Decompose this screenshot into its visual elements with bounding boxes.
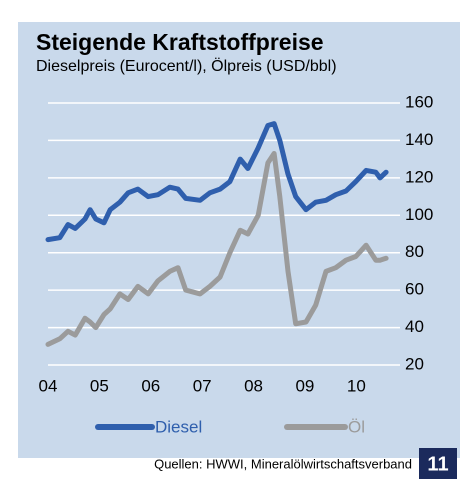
x-tick-label: 10 [347, 376, 366, 395]
chart-subtitle: Dieselpreis (Eurocent/l), Ölpreis (USD/b… [36, 57, 337, 75]
x-tick-label: 09 [295, 376, 314, 395]
y-tick-label: 80 [405, 242, 424, 261]
x-tick-label: 04 [39, 376, 58, 395]
y-tick-label: 140 [405, 130, 433, 149]
y-tick-label: 120 [405, 167, 433, 186]
line-xl [45, 151, 389, 347]
x-tick-label: 08 [244, 376, 263, 395]
legend-label: Öl [348, 417, 365, 436]
source: Quellen: HWWI, Mineralölwirtschaftsverba… [154, 456, 412, 471]
x-tick-label: 06 [141, 376, 160, 395]
chart-title: Steigende Kraftstoffpreise [36, 29, 324, 55]
y-tick-label: 60 [405, 280, 424, 299]
y-tick-label: 40 [405, 317, 424, 336]
line-diesel [45, 121, 389, 243]
legend-label: Diesel [155, 417, 202, 436]
y-tick-label: 20 [405, 354, 424, 373]
page-number-box [419, 448, 457, 479]
y-tick-label: 160 [405, 92, 433, 111]
page-number: 11 [427, 453, 448, 475]
panel [18, 22, 460, 458]
y-tick-label: 100 [405, 205, 433, 224]
x-tick-label: 07 [193, 376, 212, 395]
x-tick-label: 05 [90, 376, 109, 395]
